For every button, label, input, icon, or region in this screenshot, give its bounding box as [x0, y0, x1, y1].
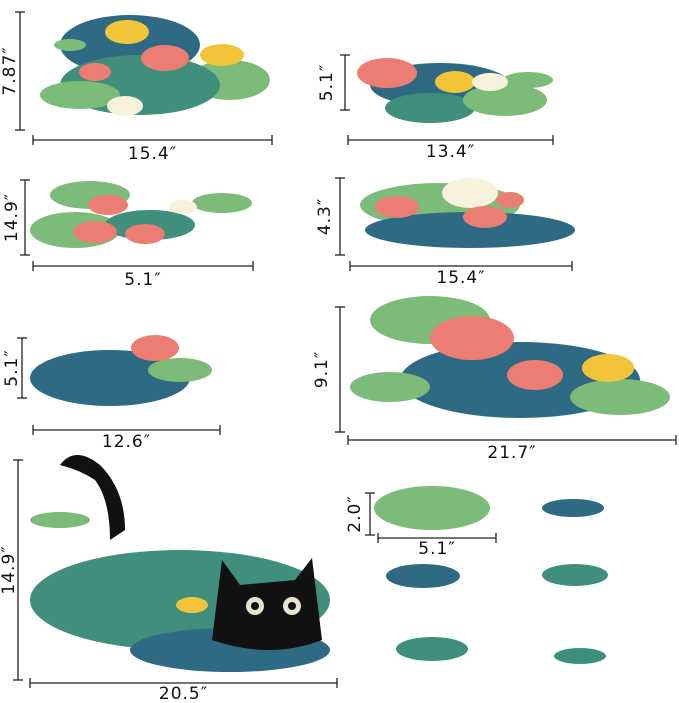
width-label: 5.1″: [124, 270, 161, 290]
height-label: 7.87″: [0, 46, 20, 95]
width-label: 21.7″: [487, 443, 536, 463]
width-label: 12.6″: [102, 432, 151, 452]
stickers: [30, 15, 670, 672]
height-label: 5.1″: [2, 349, 22, 386]
height-label: 4.3″: [315, 198, 335, 235]
height-label: 9.1″: [312, 351, 332, 388]
dimension-markers: 7.87″ 15.4″ 5.1″ 13.4″ 14.9″ 5.1″ 4.3″ 15.4″ 5.1…: [0, 11, 677, 703]
height-label: 14.9″: [0, 545, 19, 594]
width-label: 5.1″: [418, 539, 455, 559]
height-label: 14.9″: [2, 193, 22, 242]
width-label: 15.4″: [436, 268, 485, 288]
width-label: 13.4″: [426, 142, 475, 162]
height-label: 2.0″: [345, 495, 365, 532]
width-label: 20.5″: [159, 684, 208, 703]
width-label: 15.4″: [128, 144, 177, 164]
height-label: 5.1″: [317, 64, 337, 101]
